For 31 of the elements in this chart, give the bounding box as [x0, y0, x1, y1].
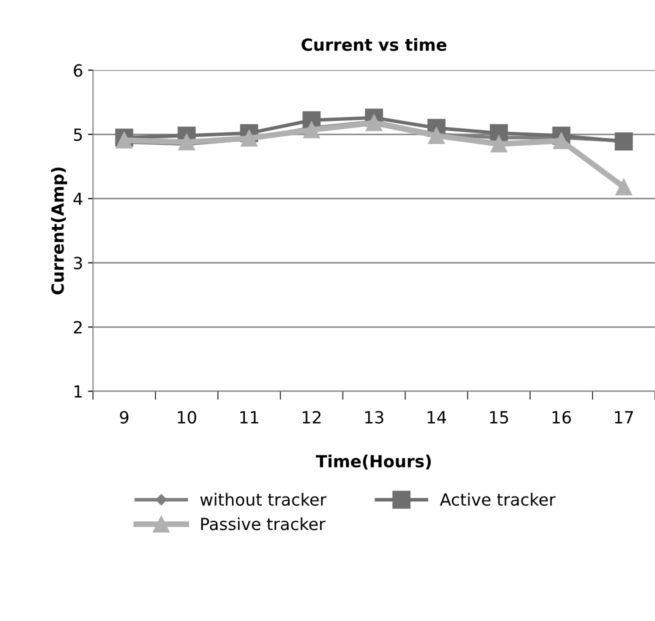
legend-label: Passive tracker: [201, 517, 326, 530]
point: [614, 132, 633, 150]
point: [615, 178, 632, 196]
y-tick-label: 6: [74, 64, 82, 77]
x-tick-label: 16: [552, 410, 571, 424]
point: [303, 122, 320, 138]
legend-label: Active tracker: [440, 492, 556, 506]
x-tick-label: 13: [365, 410, 384, 424]
x-axis-title: Time(Hours): [316, 454, 431, 470]
x-tick-label: 10: [178, 410, 196, 424]
x-tick-label: 15: [490, 411, 508, 424]
y-tick-label: 5: [74, 128, 82, 141]
legend-label: without tracker: [200, 492, 326, 506]
point: [240, 130, 258, 147]
chart-title: Current vs time: [302, 38, 446, 51]
point: [116, 132, 133, 148]
x-tick-label: 11: [240, 411, 258, 424]
point: [366, 114, 382, 132]
y-axis-title: Current(Amp): [51, 168, 68, 294]
y-tick-label: 4: [74, 192, 82, 205]
y-tick-label: 1: [74, 385, 82, 398]
y-tick-label: 3: [74, 256, 82, 270]
x-tick-label: 14: [428, 411, 446, 424]
x-tick-label: 17: [615, 411, 633, 424]
point: [428, 127, 445, 144]
y-tick-label: 2: [74, 320, 82, 334]
x-tick-label: 12: [302, 410, 320, 424]
point: [178, 134, 196, 150]
point: [490, 136, 508, 152]
x-tick-label: 9: [120, 410, 128, 424]
point: [553, 132, 570, 150]
